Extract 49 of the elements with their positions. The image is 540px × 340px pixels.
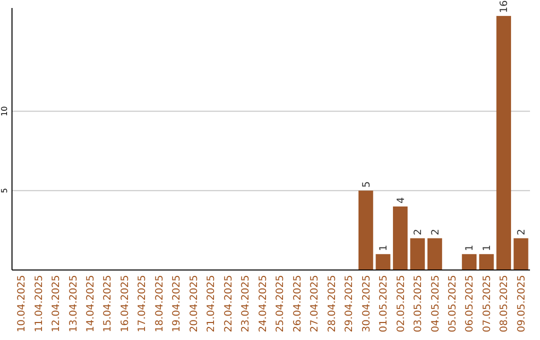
x-tick-label: 04.05.2025 bbox=[430, 275, 442, 332]
data-label: 2 bbox=[413, 228, 424, 236]
bar bbox=[496, 16, 512, 270]
bar bbox=[376, 254, 390, 270]
bar bbox=[462, 254, 477, 270]
x-tick-label: 26.04.2025 bbox=[292, 275, 304, 332]
x-tick-label: 23.04.2025 bbox=[240, 275, 252, 332]
x-tick-label: 05.05.2025 bbox=[448, 275, 458, 332]
x-tick-label: 13.04.2025 bbox=[68, 275, 80, 332]
x-tick-label: 06.05.2025 bbox=[464, 275, 476, 332]
x-tick-label: 21.04.2025 bbox=[206, 275, 218, 332]
x-tick-label: 09.05.2025 bbox=[516, 275, 528, 332]
data-label: 2 bbox=[430, 228, 442, 236]
x-tick-label: 14.04.2025 bbox=[86, 275, 96, 332]
bar bbox=[427, 238, 442, 270]
x-tick-label: 25.04.2025 bbox=[275, 275, 286, 332]
y-tick-label: 10 bbox=[0, 106, 9, 116]
x-tick-label: 30.04.2025 bbox=[361, 275, 372, 332]
x-tick-label: 18.04.2025 bbox=[154, 275, 166, 332]
x-tick-label: 20.04.2025 bbox=[188, 275, 200, 332]
bar bbox=[358, 190, 374, 270]
x-tick-label: 08.05.2025 bbox=[499, 275, 510, 332]
x-tick-label: 16.04.2025 bbox=[120, 275, 131, 332]
x-tick-label: 19.04.2025 bbox=[172, 275, 183, 332]
x-tick-label: 11.04.2025 bbox=[34, 275, 45, 332]
x-tick-label: 02.05.2025 bbox=[396, 275, 407, 332]
x-tick-label: 15.04.2025 bbox=[102, 275, 114, 332]
bar bbox=[410, 238, 425, 270]
x-tick-label: 12.04.2025 bbox=[51, 275, 62, 332]
x-tick-label: 22.04.2025 bbox=[223, 275, 234, 332]
data-label: 5 bbox=[361, 181, 372, 188]
bar bbox=[479, 254, 494, 270]
x-tick-label: 10.04.2025 bbox=[16, 275, 28, 332]
x-tick-label: 24.04.2025 bbox=[258, 275, 269, 332]
bar bbox=[514, 238, 528, 270]
data-label: 1 bbox=[464, 244, 476, 252]
x-tick-label: 01.05.2025 bbox=[378, 275, 390, 332]
x-tick-label: 27.04.2025 bbox=[310, 275, 321, 332]
x-tick-label: 17.04.2025 bbox=[137, 275, 148, 332]
x-tick-label: 07.05.2025 bbox=[482, 275, 493, 332]
data-label: 2 bbox=[516, 228, 528, 236]
x-tick-label: 28.04.2025 bbox=[326, 275, 338, 332]
data-label: 1 bbox=[482, 244, 493, 252]
x-tick-label: 29.04.2025 bbox=[344, 275, 356, 332]
data-label: 16 bbox=[499, 0, 510, 13]
x-tick-label: 03.05.2025 bbox=[413, 275, 424, 332]
data-label: 1 bbox=[378, 244, 390, 252]
data-label: 4 bbox=[396, 197, 407, 204]
bar bbox=[392, 206, 408, 270]
